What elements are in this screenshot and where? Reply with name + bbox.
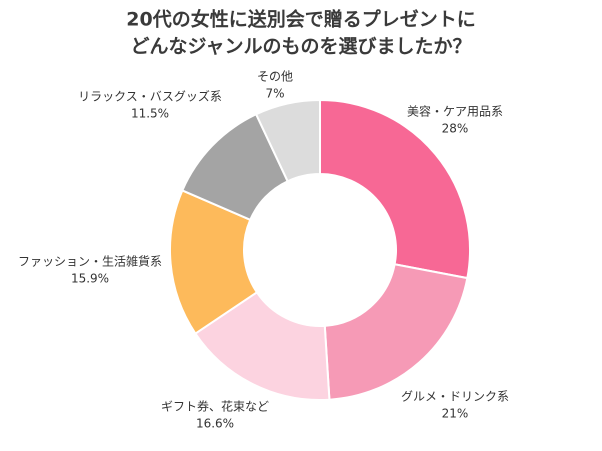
donut-segment (323, 263, 469, 401)
category-label: グルメ・ドリンク系 (401, 390, 509, 404)
value-label: 28% (442, 122, 469, 136)
donut-segment (194, 290, 331, 401)
category-label: ギフト券、花束など (161, 399, 269, 414)
value-label: 21% (442, 407, 469, 421)
category-label: リラックス・バスグッズ系 (78, 89, 222, 104)
category-label: ファッション・生活雑貨系 (18, 254, 162, 269)
chart-title: 20代の女性に送別会で贈るプレゼントに (126, 8, 475, 31)
value-label: 11.5% (131, 107, 169, 121)
donut-segment (254, 98, 321, 183)
donut-segment (319, 98, 471, 280)
chart-title: どんなジャンルのものを選びましたか？ (130, 36, 471, 58)
value-label: 16.6% (196, 417, 234, 431)
value-label: 7% (265, 87, 284, 101)
value-label: 15.9% (71, 272, 109, 286)
category-label: 美容・ケア用品系 (407, 104, 503, 119)
category-label: その他 (257, 70, 293, 84)
